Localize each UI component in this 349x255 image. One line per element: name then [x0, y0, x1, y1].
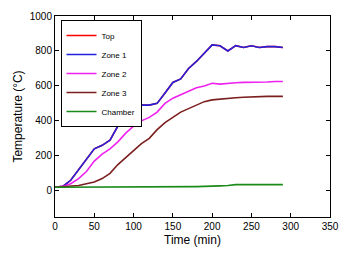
svg-text:400: 400 [35, 115, 52, 126]
svg-text:300: 300 [282, 221, 299, 232]
svg-text:0: 0 [46, 185, 52, 196]
svg-text:Zone 3: Zone 3 [102, 89, 127, 98]
svg-text:Zone 2: Zone 2 [102, 70, 127, 79]
svg-text:200: 200 [204, 221, 221, 232]
svg-text:Zone 1: Zone 1 [102, 51, 127, 60]
svg-text:Time (min): Time (min) [164, 233, 221, 247]
svg-text:250: 250 [243, 221, 260, 232]
svg-text:100: 100 [125, 221, 142, 232]
svg-text:200: 200 [35, 150, 52, 161]
svg-text:600: 600 [35, 80, 52, 91]
svg-text:Chamber: Chamber [102, 108, 135, 117]
svg-text:Top: Top [102, 32, 115, 41]
svg-text:150: 150 [165, 221, 182, 232]
svg-text:800: 800 [35, 45, 52, 56]
svg-text:50: 50 [89, 221, 101, 232]
svg-text:Temperature (°C): Temperature (°C) [11, 70, 25, 162]
svg-text:0: 0 [52, 221, 58, 232]
svg-text:350: 350 [322, 221, 339, 232]
svg-text:1000: 1000 [30, 11, 53, 22]
